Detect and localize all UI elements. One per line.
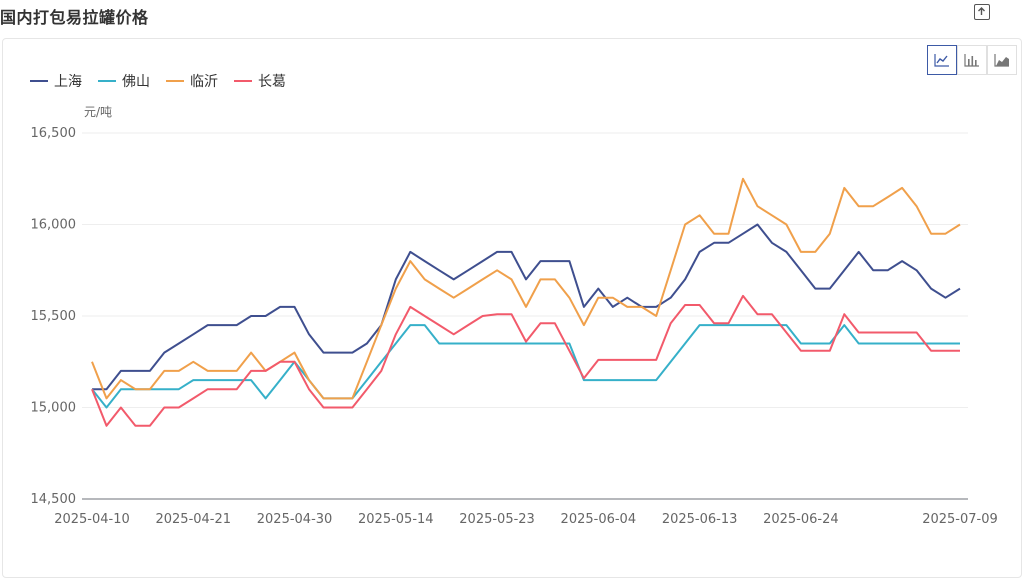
series-line-1[interactable] bbox=[91, 324, 960, 409]
x-tick-label: 2025-04-30 bbox=[257, 512, 333, 527]
export-icon[interactable] bbox=[974, 4, 990, 20]
x-tick-label: 2025-06-24 bbox=[763, 512, 839, 527]
y-tick-label: 16,500 bbox=[31, 126, 77, 141]
y-tick-label: 16,000 bbox=[31, 218, 77, 233]
y-tick-label: 14,500 bbox=[31, 492, 77, 507]
legend-label: 长葛 bbox=[258, 74, 286, 90]
chart-legend: 上海 佛山 临沂 长葛 bbox=[30, 71, 286, 91]
series-line-2[interactable] bbox=[91, 177, 961, 400]
chart-card bbox=[2, 38, 1022, 578]
x-tick-label: 2025-06-13 bbox=[662, 512, 738, 527]
legend-item-linyi[interactable]: 临沂 bbox=[166, 71, 218, 91]
y-tick-label: 15,000 bbox=[31, 401, 77, 416]
legend-swatch bbox=[98, 80, 116, 82]
x-tick-label: 2025-05-14 bbox=[358, 512, 434, 527]
legend-label: 佛山 bbox=[122, 74, 150, 90]
legend-item-foshan[interactable]: 佛山 bbox=[98, 71, 150, 91]
area-chart-toggle-icon[interactable] bbox=[987, 45, 1017, 75]
line-chart-toggle-icon[interactable] bbox=[927, 45, 957, 75]
legend-swatch bbox=[234, 80, 252, 82]
x-tick-label: 2025-07-09 bbox=[922, 512, 998, 527]
series-line-3[interactable] bbox=[91, 294, 960, 427]
legend-label: 上海 bbox=[54, 74, 82, 90]
chart-toolbox bbox=[927, 45, 1017, 75]
x-tick-label: 2025-05-23 bbox=[459, 512, 535, 527]
x-tick-label: 2025-06-04 bbox=[561, 512, 637, 527]
x-tick-label: 2025-04-10 bbox=[54, 512, 130, 527]
legend-label: 临沂 bbox=[190, 74, 218, 90]
legend-swatch bbox=[30, 80, 48, 82]
legend-swatch bbox=[166, 80, 184, 82]
x-tick-label: 2025-04-21 bbox=[155, 512, 231, 527]
legend-item-changge[interactable]: 长葛 bbox=[234, 71, 286, 91]
legend-item-shanghai[interactable]: 上海 bbox=[30, 71, 82, 91]
page-title: 国内打包易拉罐价格 bbox=[0, 8, 149, 27]
series-line-0[interactable] bbox=[92, 223, 961, 391]
y-axis-unit-label: 元/吨 bbox=[84, 105, 113, 119]
y-tick-label: 15,500 bbox=[31, 309, 77, 324]
bar-chart-toggle-icon[interactable] bbox=[957, 45, 987, 75]
